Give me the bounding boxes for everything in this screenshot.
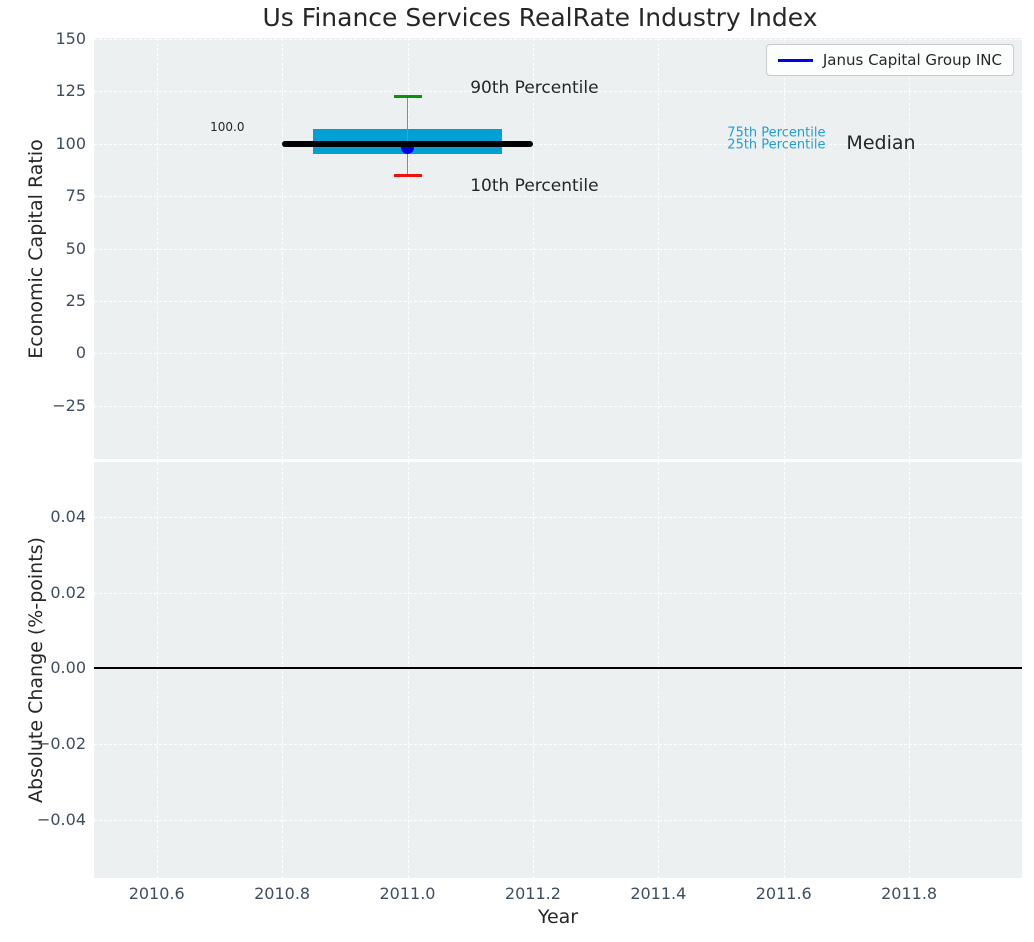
gridline (532, 38, 534, 459)
gridline (407, 38, 409, 459)
y-tick-label: 0 (75, 343, 86, 363)
gridline (94, 353, 1022, 355)
gridline (282, 38, 284, 459)
x-tick-label: 2011.0 (379, 884, 436, 903)
annotation-p90: 90th Percentile (470, 78, 599, 99)
y-tick-label: −25 (52, 395, 86, 415)
y-tick-label: −0.04 (36, 810, 86, 830)
bottom-axes (94, 462, 1022, 878)
top-axes: 90th Percentile 10th Percentile 75th Per… (94, 38, 1022, 459)
y-tick-label: −0.02 (36, 734, 86, 754)
gridline (94, 143, 1022, 145)
x-tick-label: 2010.8 (254, 884, 311, 903)
y-tick-label: 0.02 (50, 582, 86, 602)
gridline (94, 248, 1022, 250)
gridline (909, 462, 911, 878)
gridline (94, 516, 1022, 518)
x-tick-label: 2011.2 (504, 884, 561, 903)
legend: Janus Capital Group INC (765, 44, 1014, 76)
gridline (156, 462, 158, 878)
gridline (94, 39, 1022, 41)
annotation-p10: 10th Percentile (470, 176, 599, 197)
x-tick-label: 2010.6 (128, 884, 185, 903)
gridline (783, 462, 785, 878)
gridline (909, 38, 911, 459)
x-tick-label: 2011.8 (881, 884, 938, 903)
gridline (156, 38, 158, 459)
annotation-median-value: 100.0 (210, 120, 245, 135)
x-tick-label: 2011.6 (755, 884, 812, 903)
gridline (94, 405, 1022, 407)
legend-line-sample (777, 58, 813, 62)
box-p10-cap (393, 173, 422, 177)
gridline (783, 38, 785, 459)
y-tick-label: 50 (65, 238, 86, 258)
box-p90-cap (393, 95, 422, 99)
annotation-median: Median (846, 131, 916, 154)
annotation-p25: 25th Percentile (727, 137, 826, 153)
gridline (658, 462, 660, 878)
y-tick-label: 0.04 (50, 506, 86, 526)
y-tick-label: 0.00 (50, 658, 86, 678)
y-tick-label: 75 (65, 186, 86, 206)
chart-title: Us Finance Services RealRate Industry In… (262, 3, 818, 32)
gridline (94, 91, 1022, 93)
y-tick-label: 125 (55, 81, 86, 101)
x-tick-label: 2011.4 (630, 884, 687, 903)
gridline (532, 462, 534, 878)
gridline (94, 744, 1022, 746)
gridline (94, 196, 1022, 198)
y-tick-label: 150 (55, 29, 86, 49)
gridline (94, 592, 1022, 594)
gridline (94, 820, 1022, 822)
annotation-p75: 75th Percentile (727, 125, 826, 141)
x-axis-label: Year (537, 906, 579, 928)
zero-line (94, 667, 1022, 670)
gridline (94, 300, 1022, 302)
legend-label: Janus Capital Group INC (822, 51, 1002, 69)
gridline (407, 462, 409, 878)
gridline (282, 462, 284, 878)
median-line (282, 140, 533, 147)
gridline (658, 38, 660, 459)
y-tick-label: 100 (55, 133, 86, 153)
y-tick-label: 25 (65, 290, 86, 310)
box-whisker (406, 96, 409, 176)
